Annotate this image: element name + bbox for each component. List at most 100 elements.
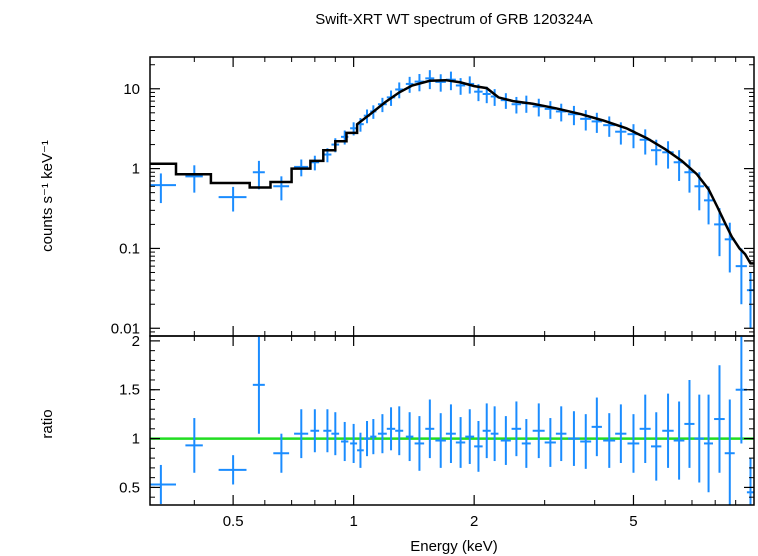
bottom-data-point (370, 419, 377, 455)
y-tick-label: 2 (132, 333, 140, 350)
chart-title: Swift-XRT WT spectrum of GRB 120324A (315, 11, 593, 28)
bottom-data-point (395, 406, 404, 456)
top-data-point (218, 186, 247, 212)
bottom-x-ticks: 0.5 1 2 5 (193, 336, 737, 530)
bottom-data-point (185, 418, 203, 473)
bottom-data-point (673, 401, 685, 480)
x-tick-label: 5 (629, 513, 637, 530)
bottom-data-point (252, 336, 265, 434)
x-tick-label: 2 (470, 513, 478, 530)
bottom-data-point (482, 403, 491, 459)
bottom-data-point (323, 409, 332, 453)
spectrum-panel: 0.01 0.1 1 10 (111, 56, 755, 337)
bottom-data-point (331, 412, 340, 456)
bottom-data-point (567, 411, 580, 466)
bottom-data-point (500, 416, 511, 465)
bottom-data-point (377, 414, 387, 454)
model-curve (150, 78, 754, 265)
top-data-point (703, 186, 714, 225)
bottom-data-point (474, 420, 483, 472)
bottom-data-point (273, 433, 290, 473)
bottom-data-point (511, 401, 522, 457)
bottom-panel-frame (149, 335, 755, 506)
y-tick-label: 0.5 (119, 479, 140, 496)
y-tick-label: 0.01 (111, 320, 140, 337)
bottom-data-point (603, 413, 616, 468)
bottom-data-point (414, 416, 425, 471)
bottom-data-point (465, 409, 475, 464)
y-tick-label: 10 (123, 81, 140, 98)
bottom-data-point (455, 417, 466, 468)
ratio-panel: 0.5 1 2 5 0.5 1 1.5 2 (119, 333, 755, 530)
y-tick-label: 0.1 (119, 240, 140, 257)
top-data-point (603, 116, 616, 137)
bottom-y-axis-label: ratio (39, 409, 56, 438)
top-data-point (735, 248, 747, 305)
bottom-data-point (405, 412, 414, 462)
y-tick-label: 1 (132, 431, 140, 448)
bottom-data-point (746, 458, 754, 505)
bottom-data-point (615, 404, 627, 463)
top-data-point (746, 272, 754, 329)
top-data-point (567, 105, 580, 126)
top-data-point (435, 74, 446, 92)
top-data-point (639, 129, 651, 155)
bottom-data-point (532, 403, 545, 459)
bottom-y-ticks: 0.5 1 1.5 2 (119, 333, 754, 498)
bottom-data-point (357, 432, 364, 468)
bottom-data-point (580, 414, 592, 469)
bottom-data-point (662, 393, 674, 468)
top-data-point (714, 208, 725, 257)
y-tick-label: 1.5 (119, 382, 140, 399)
bottom-data-point (714, 365, 725, 473)
top-data-point (627, 124, 640, 149)
x-tick-label: 1 (349, 513, 357, 530)
bottom-data-point (639, 394, 651, 463)
top-data-point (591, 112, 602, 133)
top-data-point (511, 96, 522, 114)
x-axis-label: Energy (keV) (410, 538, 498, 555)
bottom-data-point (294, 409, 309, 459)
top-data-point (252, 160, 265, 190)
top-data-point (395, 82, 404, 99)
x-tick-label: 0.5 (223, 513, 244, 530)
bottom-data-point (724, 399, 735, 505)
bottom-data-point (627, 414, 640, 473)
bottom-data-point (435, 413, 446, 468)
top-data-point (455, 78, 466, 95)
top-data-point (555, 103, 567, 122)
bottom-data-point (445, 404, 456, 463)
bottom-data-point (386, 407, 396, 451)
bottom-data-point (341, 421, 349, 462)
bottom-data-point (591, 397, 602, 457)
top-data-point (150, 173, 176, 204)
top-data-point (580, 110, 592, 131)
top-x-ticks (193, 57, 737, 336)
bottom-data-point (350, 423, 358, 463)
top-data-point (273, 176, 290, 201)
top-data-point (544, 101, 556, 119)
bottom-data-point (650, 412, 662, 481)
top-data-point (532, 98, 545, 117)
top-data-layer (150, 70, 754, 329)
bottom-data-layer (150, 336, 754, 505)
bottom-data-point (555, 406, 567, 462)
bottom-data-point (425, 399, 435, 459)
bottom-data-point (310, 409, 320, 453)
bottom-data-point (218, 455, 247, 485)
bottom-data-point (490, 406, 499, 462)
top-y-axis-label: counts s⁻¹ keV⁻¹ (39, 140, 56, 252)
bottom-data-point (684, 379, 695, 468)
bottom-data-point (521, 419, 531, 468)
top-data-point (310, 155, 320, 171)
top-y-ticks: 0.01 0.1 1 10 (111, 64, 754, 337)
bottom-data-point (694, 394, 704, 483)
top-data-point (405, 76, 414, 93)
bottom-data-point (544, 418, 556, 467)
bottom-data-point (363, 420, 371, 457)
y-tick-label: 1 (132, 161, 140, 178)
top-data-point (684, 159, 695, 193)
bottom-data-point (150, 464, 176, 505)
bottom-data-point (703, 394, 714, 493)
